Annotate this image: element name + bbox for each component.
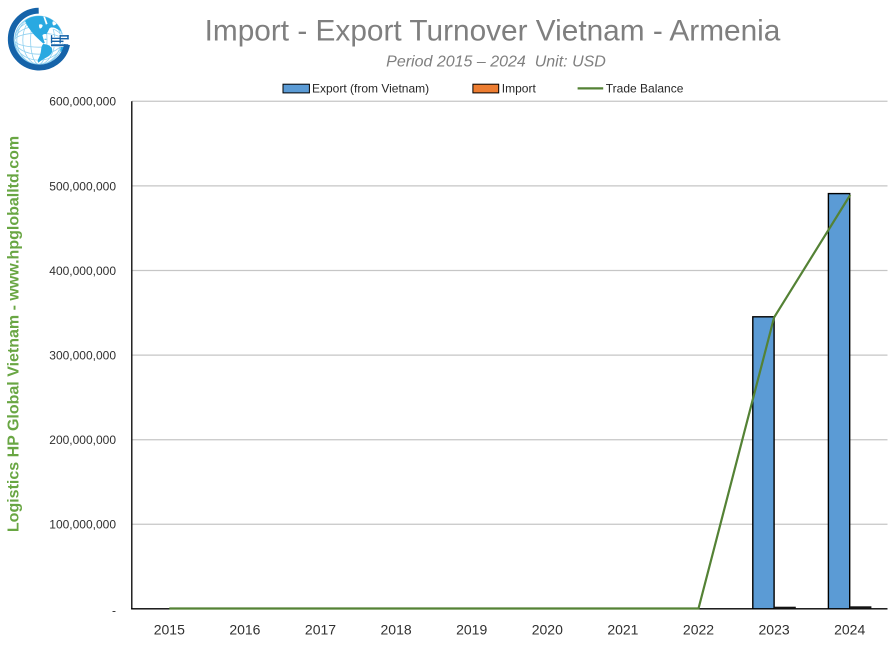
svg-text:2016: 2016 xyxy=(229,622,260,638)
svg-text:Period 2015 – 2024 Unit: USD: Period 2015 – 2024 Unit: USD xyxy=(386,54,606,71)
svg-text:400,000,000: 400,000,000 xyxy=(49,264,116,278)
svg-text:200,000,000: 200,000,000 xyxy=(49,433,116,447)
svg-text:2024: 2024 xyxy=(834,622,865,638)
svg-text:2022: 2022 xyxy=(683,622,714,638)
svg-text:2019: 2019 xyxy=(456,622,487,638)
svg-text:2015: 2015 xyxy=(154,622,185,638)
svg-text:Export (from Vietnam): Export (from Vietnam) xyxy=(312,81,429,95)
svg-text:-: - xyxy=(112,603,116,617)
svg-text:300,000,000: 300,000,000 xyxy=(49,348,116,362)
svg-text:2018: 2018 xyxy=(381,622,412,638)
svg-text:Logistics HP Global Vietnam -: Logistics HP Global Vietnam - www.hpglob… xyxy=(5,136,22,532)
svg-text:Trade Balance: Trade Balance xyxy=(606,81,684,95)
svg-text:Import: Import xyxy=(502,81,537,95)
svg-text:500,000,000: 500,000,000 xyxy=(49,179,116,193)
svg-text:100,000,000: 100,000,000 xyxy=(49,518,116,532)
svg-text:600,000,000: 600,000,000 xyxy=(49,95,116,109)
svg-text:2021: 2021 xyxy=(607,622,638,638)
svg-text:2017: 2017 xyxy=(305,622,336,638)
svg-text:2023: 2023 xyxy=(759,622,790,638)
svg-text:Import - Export Turnover Vietn: Import - Export Turnover Vietnam - Armen… xyxy=(205,15,781,48)
svg-text:2020: 2020 xyxy=(532,622,563,638)
